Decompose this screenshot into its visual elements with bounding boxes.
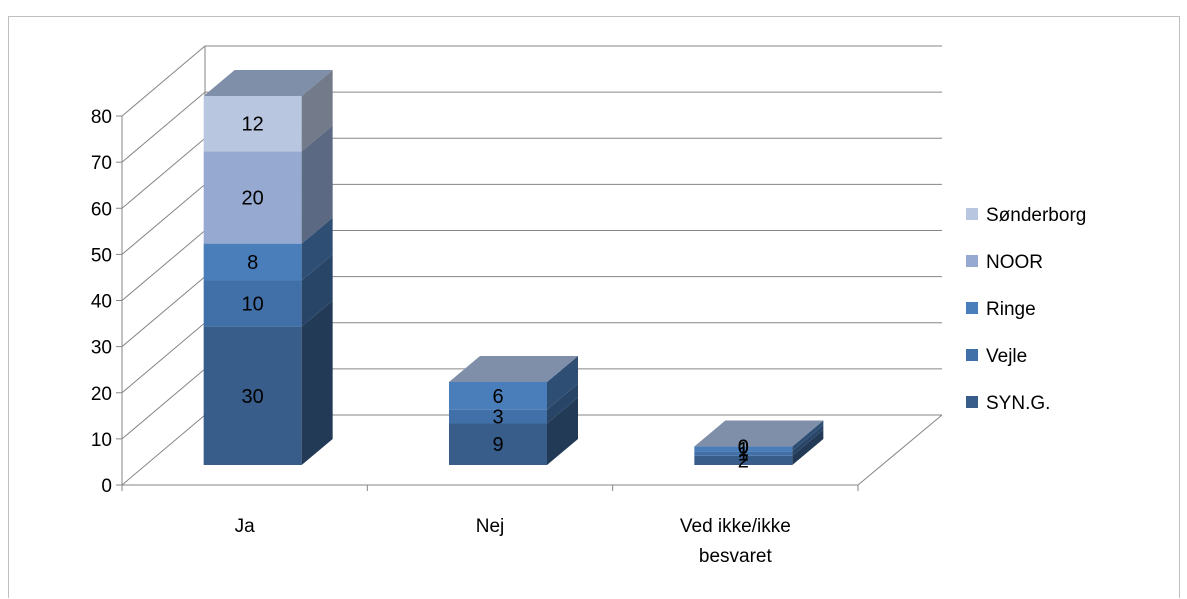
bar-segment-front: [203, 151, 302, 244]
data-label: 9: [492, 434, 503, 456]
data-label: 10: [242, 294, 264, 316]
x-category-label: besvaret: [699, 546, 773, 567]
x-category-label: Ved ikke/ikke: [680, 516, 791, 537]
y-tick-label: 20: [91, 384, 112, 405]
data-label: 3: [492, 407, 503, 429]
legend-label: NOOR: [986, 252, 1043, 273]
bar-segment-side: [301, 125, 333, 244]
bar-segment-side: [301, 70, 333, 152]
gridline-side: [121, 45, 206, 117]
bar-segment-side: [547, 383, 578, 424]
gridline-side: [121, 230, 206, 301]
bar-segment-side: [792, 420, 824, 452]
bar-segment-side: [792, 425, 824, 456]
bar-segment-front: [449, 381, 547, 410]
x-category-label: Ja: [235, 516, 256, 537]
bar-segment-side: [301, 300, 333, 465]
bar-segment-front: [203, 326, 302, 465]
chart-frame: [8, 16, 1180, 598]
y-tick-label: 10: [91, 430, 112, 451]
gridline-side: [121, 414, 206, 486]
data-label: 30: [242, 386, 264, 408]
bar-segment-front: [203, 243, 302, 281]
bar-segment-side: [547, 355, 578, 410]
legend-swatch: [966, 208, 978, 220]
y-tick-label: 80: [91, 107, 112, 128]
data-label: 0: [738, 437, 749, 459]
legend-swatch: [966, 255, 978, 267]
bar-segment-side: [301, 217, 333, 281]
bar-segment-side: [792, 429, 824, 465]
legend-swatch: [966, 302, 978, 314]
data-label: 20: [242, 188, 264, 210]
data-label: 0: [738, 437, 749, 459]
legend-label: SYN.G.: [986, 393, 1050, 414]
bar-segment-side: [301, 254, 333, 327]
bar-segment-front: [203, 96, 302, 152]
bar-top-face: [449, 355, 578, 382]
bar-top-face: [203, 70, 333, 97]
legend-swatch: [966, 349, 978, 361]
bar-top-face: [694, 420, 824, 447]
bar-segment-front: [203, 280, 302, 327]
y-tick-label: 70: [91, 153, 112, 174]
legend-label: Sønderborg: [986, 205, 1086, 226]
x-category-label: Nej: [476, 516, 505, 537]
bar-segment-side: [547, 397, 578, 465]
bar-segment-front: [449, 409, 547, 424]
gridline-side: [121, 276, 206, 348]
gridline-side: [121, 91, 206, 163]
bar-segment-front: [694, 446, 793, 452]
legend-label: Ringe: [986, 299, 1036, 320]
data-label: 1: [738, 443, 749, 465]
data-label: 8: [247, 252, 258, 274]
y-tick-label: 50: [91, 245, 112, 266]
bar-segment-front: [694, 455, 793, 465]
y-tick-label: 60: [91, 199, 112, 220]
legend-label: Vejle: [986, 346, 1027, 367]
y-tick-label: 0: [101, 476, 112, 497]
y-tick-label: 30: [91, 338, 112, 359]
gridline-side: [121, 322, 206, 394]
data-label: 1: [738, 439, 749, 461]
data-label: 12: [242, 114, 264, 136]
legend-swatch: [966, 396, 978, 408]
bar-segment-front: [694, 451, 793, 456]
bar-segment-front: [449, 423, 547, 465]
gridline-side: [121, 137, 206, 209]
data-label: 2: [738, 450, 749, 472]
data-label: 6: [492, 386, 503, 408]
gridline-side: [121, 184, 206, 255]
gridline-side: [121, 368, 206, 440]
y-tick-label: 40: [91, 292, 112, 313]
